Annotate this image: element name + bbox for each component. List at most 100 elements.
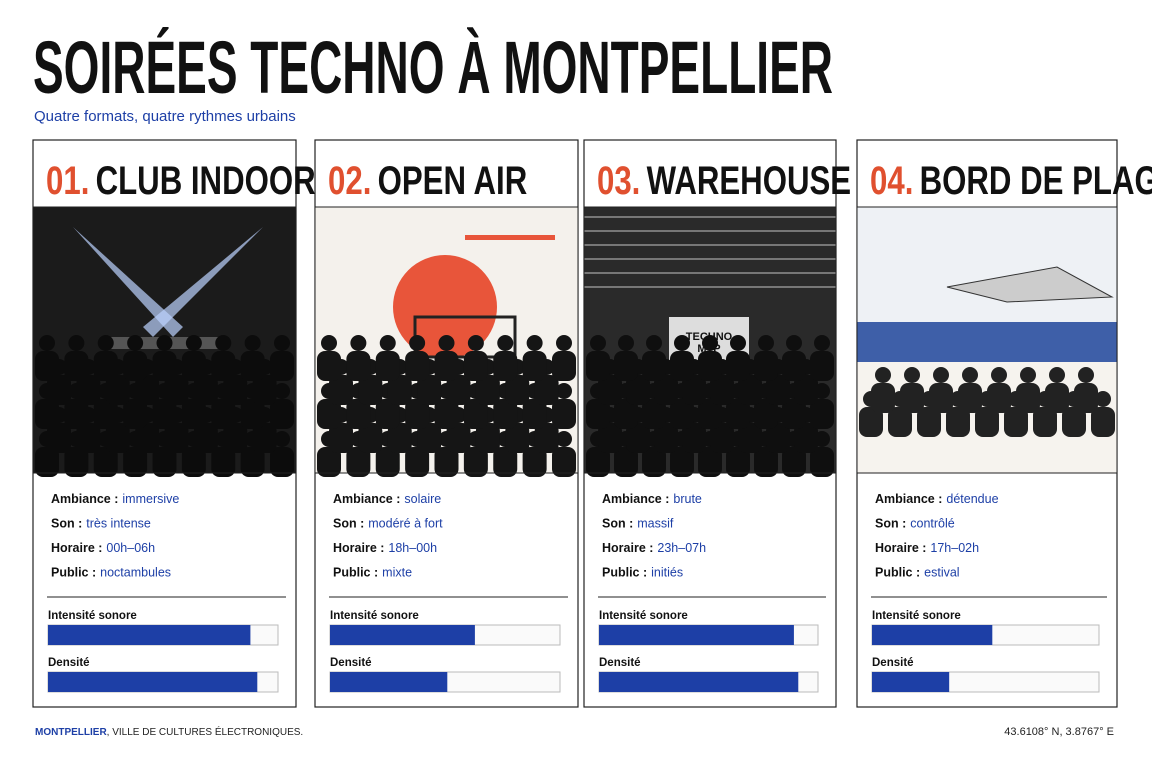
field-label: Son :: [333, 517, 364, 531]
person-body: [534, 423, 559, 453]
field: Ambiance : brute: [602, 492, 702, 506]
person-body: [946, 407, 970, 437]
field: Son : modéré à fort: [333, 517, 443, 531]
person-head: [274, 383, 290, 399]
person-body: [123, 351, 148, 381]
person-body: [552, 399, 576, 429]
person-body: [463, 399, 488, 429]
person-body: [35, 351, 59, 381]
light-beam: [73, 227, 183, 337]
scene-border: [856, 206, 1118, 474]
person-body: [152, 447, 177, 477]
person-body: [405, 351, 430, 381]
person-head: [497, 335, 514, 351]
person-body: [505, 375, 530, 405]
person-body: [738, 375, 762, 405]
person-body: [405, 399, 430, 429]
person-body: [164, 375, 189, 405]
person-body: [270, 399, 294, 429]
person-body: [93, 351, 118, 381]
field: Public : noctambules: [51, 566, 171, 580]
field: Public : estival: [875, 566, 960, 580]
person-body: [493, 399, 518, 429]
person-body: [152, 399, 177, 429]
person-head: [321, 335, 337, 351]
field: Horaire : 23h–07h: [602, 541, 706, 555]
field: Horaire : 17h–02h: [875, 541, 979, 555]
person-head: [674, 335, 690, 351]
person-head: [127, 335, 144, 351]
field-value: brute: [673, 492, 702, 506]
person-head: [274, 431, 290, 447]
person-body: [329, 423, 353, 453]
person-head: [1020, 367, 1036, 383]
person-head: [904, 367, 920, 383]
person-body: [375, 447, 400, 477]
person-body: [387, 375, 412, 405]
person-head: [350, 335, 367, 351]
person-body: [626, 375, 650, 405]
field-label: Horaire :: [875, 541, 926, 555]
meter-label: Intensité sonore: [599, 610, 688, 622]
person-body: [1045, 383, 1069, 413]
person-body: [240, 351, 265, 381]
person-body: [654, 423, 678, 453]
person-head: [185, 335, 202, 351]
person-body: [1004, 407, 1028, 437]
person-body: [105, 423, 130, 453]
meter-bar: [48, 672, 258, 692]
person-body: [794, 423, 818, 453]
person-body: [358, 423, 383, 453]
person-body: [211, 447, 236, 477]
person-head: [646, 335, 662, 351]
person-body: [698, 399, 722, 429]
field-value: très intense: [86, 517, 151, 531]
person-body: [211, 351, 236, 381]
person-body: [475, 375, 500, 405]
person-body: [670, 351, 694, 381]
field-value: 18h–00h: [388, 541, 437, 555]
person-body: [794, 375, 818, 405]
person-head: [1049, 367, 1065, 383]
person-body: [810, 351, 834, 381]
card-heading: 04.BORD DE PLAGE: [870, 158, 1152, 203]
person-head: [156, 335, 173, 351]
card: 04.BORD DE PLAGE Ambiance : détendue Son : c…: [856, 139, 1152, 708]
person-head: [1078, 367, 1094, 383]
person-body: [346, 399, 371, 429]
person-body: [35, 399, 59, 429]
illustration: [32, 206, 297, 477]
person-head: [467, 335, 484, 351]
meter-label: Intensité sonore: [48, 610, 137, 622]
person-body: [47, 423, 71, 453]
person-body: [642, 399, 666, 429]
person-body: [346, 447, 371, 477]
person-body: [782, 351, 806, 381]
person-body: [164, 423, 189, 453]
subtitle: Quatre formats, quatre rythmes urbains: [34, 108, 296, 125]
person-body: [552, 351, 576, 381]
person-body: [270, 447, 294, 477]
person-body: [766, 423, 790, 453]
meter-label: Densité: [599, 657, 641, 669]
person-body: [726, 447, 750, 477]
person-body: [859, 407, 883, 437]
field-value: mixte: [382, 566, 412, 580]
person-head: [962, 367, 978, 383]
person-body: [888, 407, 912, 437]
person-head: [875, 367, 891, 383]
field: Public : mixte: [333, 566, 412, 580]
person-body: [534, 375, 559, 405]
scene-border: [314, 206, 579, 474]
field: Ambiance : solaire: [333, 492, 441, 506]
person-body: [900, 383, 924, 413]
person-body: [417, 375, 442, 405]
card-title: BORD DE PLAGE: [920, 158, 1152, 203]
person-body: [417, 423, 442, 453]
person-body: [682, 423, 706, 453]
person-body: [1091, 407, 1115, 437]
person-head: [590, 335, 606, 351]
field-label: Public :: [602, 566, 647, 580]
person-body: [642, 351, 666, 381]
